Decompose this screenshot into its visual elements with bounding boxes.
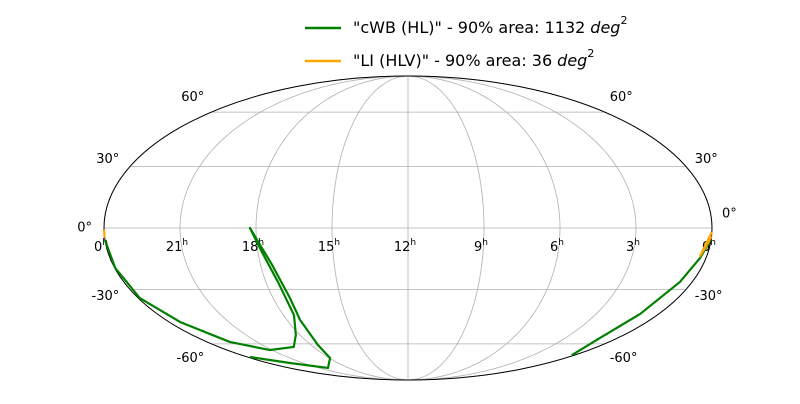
y-tick-label: -60° [177, 351, 205, 366]
y-tick-label: -30° [695, 289, 723, 304]
y-tick-label: 0° [77, 221, 92, 236]
x-tick-label: 3h [626, 238, 640, 255]
legend-name: "LI (HLV)" - 90% area: 36 [353, 51, 552, 70]
contour [102, 229, 713, 258]
x-tick-unit: h [258, 238, 264, 248]
x-tick-value: 18 [242, 240, 259, 255]
legend-unit: deg [557, 51, 587, 70]
x-tick-unit: h [182, 238, 188, 248]
y-tick-label: 60° [181, 90, 204, 105]
y-tick-label: 30° [695, 152, 718, 167]
x-tick-label: 6h [550, 238, 564, 255]
x-tick-unit: h [410, 238, 416, 248]
y-tick-label: 60° [610, 90, 633, 105]
map-outline [103, 75, 713, 381]
legend-label: "LI (HLV)" - 90% area: 36 deg2 [353, 47, 594, 70]
x-tick-unit: h [558, 238, 564, 248]
x-tick-value: 6 [550, 240, 558, 255]
x-tick-unit: h [482, 238, 488, 248]
x-tick-label: 21h [166, 238, 188, 255]
x-tick-label: 9h [474, 238, 488, 255]
x-tick-value: 0 [94, 240, 102, 255]
x-tick-value: 9 [474, 240, 482, 255]
y-tick-label: -60° [610, 351, 638, 366]
x-tick-value: 21 [166, 240, 183, 255]
x-tick-label: 15h [318, 238, 340, 255]
legend-unit-power: 2 [587, 47, 594, 60]
x-tick-unit: h [634, 238, 640, 248]
x-tick-value: 3 [626, 240, 634, 255]
x-tick-unit: h [334, 238, 340, 248]
x-tick-value: 12 [394, 240, 411, 255]
y-tick-label: -30° [92, 289, 120, 304]
legend-label: "cWB (HL)" - 90% area: 1132 deg2 [353, 14, 627, 37]
x-tick-label: 12h [394, 238, 416, 255]
legend-name: "cWB (HL)" - 90% area: 1132 [353, 18, 585, 37]
y-tick-label: 0° [722, 207, 737, 222]
x-tick-unit: h [710, 238, 716, 248]
y-tick-label: 30° [96, 152, 119, 167]
legend-unit-power: 2 [620, 14, 627, 27]
legend-unit: deg [590, 18, 620, 37]
x-tick-value: 15 [318, 240, 335, 255]
x-tick-label: 18h [242, 238, 264, 255]
